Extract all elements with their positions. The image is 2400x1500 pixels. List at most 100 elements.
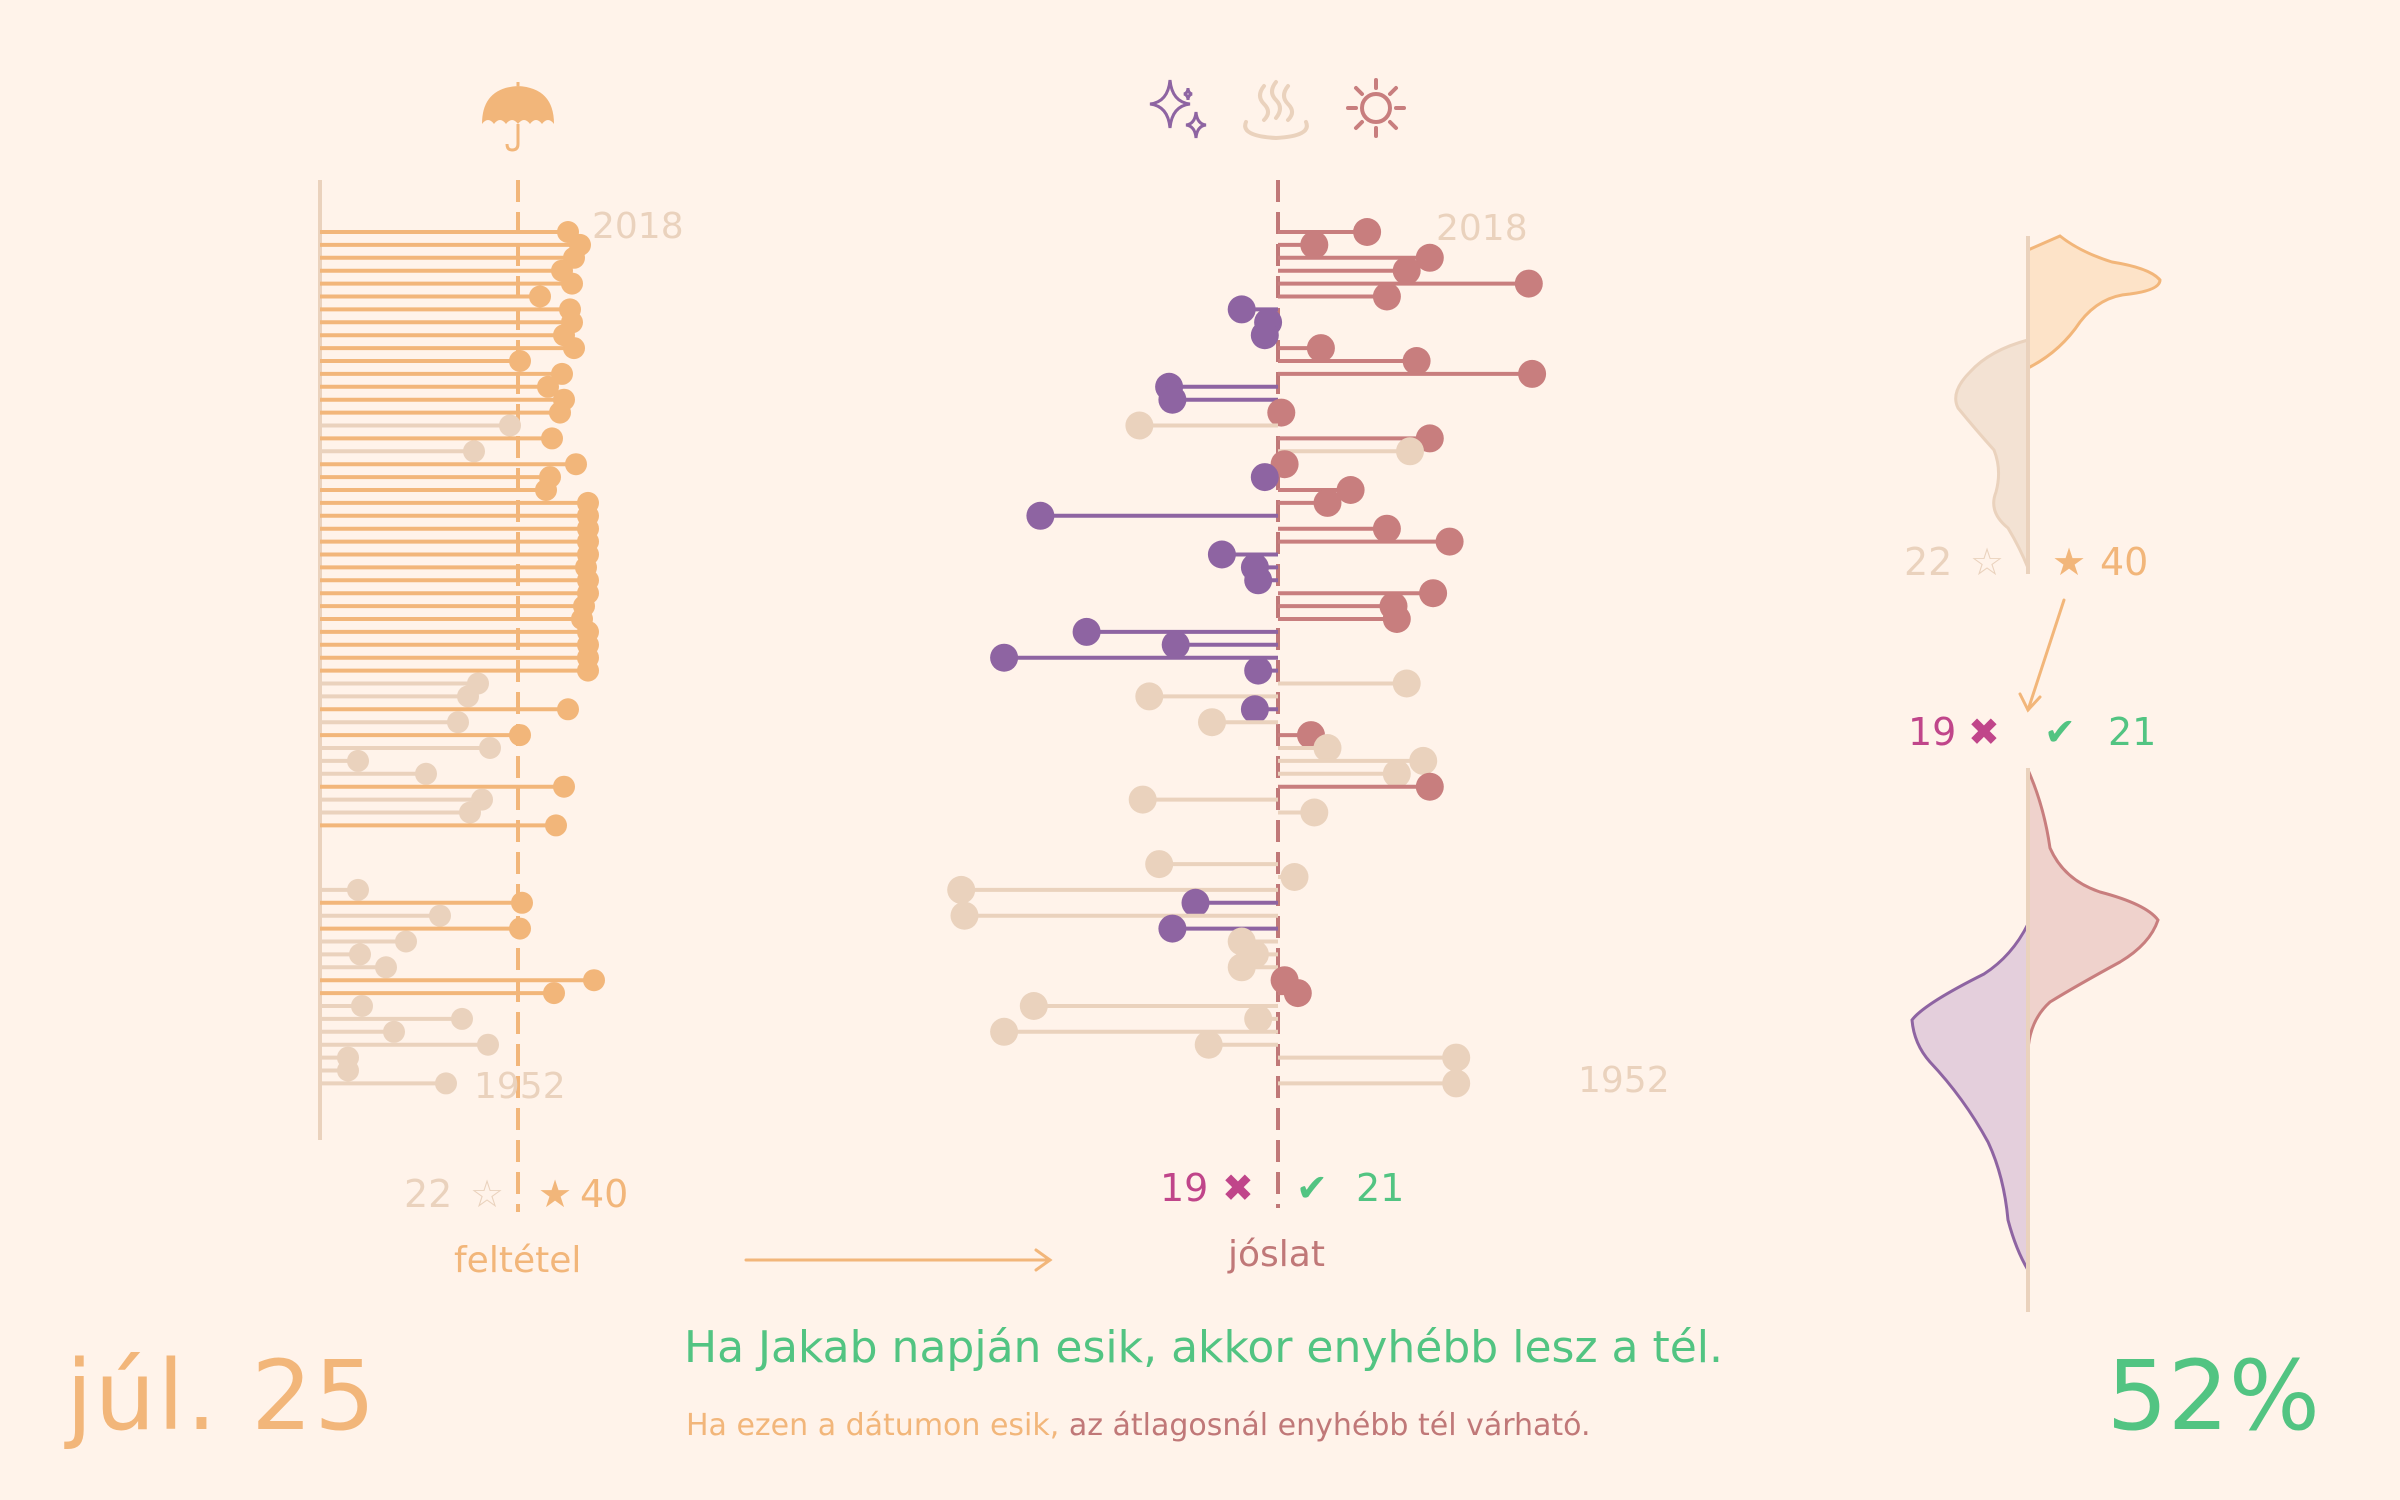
condition-dot-1961 (375, 956, 397, 979)
prediction-dot-1982 (1135, 682, 1164, 711)
prediction-dot-1991 (1244, 566, 1273, 595)
prediction-dot-1985 (990, 643, 1019, 672)
success-percentage: 52% (2106, 1340, 2320, 1452)
prediction-dot-1967 (947, 875, 976, 904)
year-top-label-prediction: 2018 (1436, 208, 1528, 249)
prediction-dot-1998 (1336, 476, 1365, 504)
prediction-dot-1997 (1313, 488, 1342, 517)
condition-dot-1952 (435, 1072, 457, 1095)
hot-spring-icon (1243, 80, 1309, 141)
umbrella-icon (482, 82, 554, 152)
condition-dot-1973 (459, 801, 481, 824)
prediction-harsh-density (1910, 923, 2030, 1276)
condition-axis-label: feltétel (454, 1240, 582, 1281)
condition-dot-1972 (545, 814, 567, 837)
dist-not-met-count: 22 (1904, 540, 1953, 584)
prediction-dot-1984 (1244, 656, 1273, 685)
prediction-mild-density (2026, 769, 2160, 1051)
condition-dot-2009 (563, 337, 585, 360)
prediction-dot-2012 (1227, 295, 1256, 324)
condition-dot-1976 (415, 762, 437, 785)
prediction-dot-1996 (1026, 501, 1055, 530)
condition-dot-1953 (337, 1059, 359, 1082)
headline: Ha Jakab napján esik, akkor enyhébb lesz… (684, 1322, 1724, 1373)
condition-dot-1979 (509, 724, 531, 747)
prediction-dot-1952 (1442, 1069, 1471, 1098)
prediction-dot-2002 (1415, 424, 1444, 453)
condition-chart (318, 180, 605, 1212)
prediction-dot-1977 (1409, 746, 1438, 775)
condition-dot-1984 (577, 659, 599, 682)
condition-met-density (2026, 234, 2162, 371)
prediction-dot-2017 (1300, 230, 1329, 259)
prediction-dot-1987 (1072, 617, 1101, 646)
prediction-dot-1978 (1313, 734, 1342, 762)
prediction-dot-1955 (1194, 1030, 1223, 1059)
prediction-dot-2014 (1514, 269, 1543, 298)
condition-dot-1960 (583, 969, 605, 992)
condition-dot-1978 (479, 737, 501, 759)
prediction-dot-1969 (1145, 850, 1174, 879)
sparkle-icon (1149, 79, 1207, 139)
distribution-arrow (2018, 598, 2066, 713)
condition-dot-2003 (499, 414, 521, 437)
prediction-dot-1974 (1128, 785, 1157, 814)
condition-dot-1963 (395, 930, 417, 953)
prediction-dot-1986 (1161, 630, 1190, 659)
prediction-dot-1994 (1435, 527, 1464, 556)
prediction-dot-1968 (1280, 863, 1309, 891)
dist-check-icon: ✔ (2044, 710, 2076, 754)
year-bottom-label-condition: 1952 (474, 1066, 566, 1107)
prediction-dot-1973 (1300, 798, 1329, 827)
distribution-charts (1910, 234, 2162, 1312)
prediction-dot-1958 (1019, 992, 1048, 1020)
condition-dot-1956 (383, 1020, 405, 1043)
condition-dot-1998 (535, 479, 557, 501)
prediction-dot-1990 (1419, 579, 1448, 608)
date-label: júl. 25 (66, 1340, 378, 1452)
condition-dot-2000 (565, 453, 587, 476)
year-top-label-condition: 2018 (592, 206, 684, 247)
prediction-dot-1957 (1244, 1004, 1273, 1033)
condition-dot-2008 (509, 350, 531, 372)
prediction-dot-2001 (1396, 437, 1424, 466)
cross-icon: ✖ (1222, 1166, 1254, 1210)
star-empty-icon: ☆ (470, 1172, 505, 1216)
year-bottom-label-prediction: 1952 (1578, 1060, 1670, 1101)
condition-dot-1981 (557, 698, 579, 721)
dist-star-empty-icon: ☆ (1970, 540, 2005, 584)
condition-dot-1967 (347, 878, 369, 901)
prediction-wrong-count: 19 (1160, 1166, 1209, 1210)
sun-icon (1346, 78, 1406, 138)
condition-dot-2001 (463, 440, 485, 463)
prediction-dot-2018 (1353, 218, 1382, 246)
condition-dot-2006 (537, 375, 559, 398)
condition-dot-1962 (349, 943, 371, 966)
prediction-dot-1956 (990, 1017, 1019, 1046)
subtitle-condition: Ha ezen a dátumon esik, (686, 1408, 1060, 1443)
condition-dot-1975 (553, 775, 575, 798)
condition-dot-1955 (477, 1033, 499, 1056)
condition-dot-2014 (561, 272, 583, 295)
condition-dot-1982 (457, 685, 479, 708)
condition-dot-1965 (429, 904, 451, 927)
prediction-dot-1993 (1207, 540, 1236, 569)
prediction-dot-1966 (1181, 888, 1210, 917)
dist-wrong-count: 19 (1908, 710, 1957, 754)
condition-met-count: 40 (580, 1172, 629, 1216)
condition-dot-1966 (511, 891, 533, 914)
prediction-dot-2000 (1270, 450, 1299, 479)
condition-dot-1958 (351, 995, 373, 1017)
prediction-dot-2013 (1372, 282, 1401, 311)
condition-not-met-density (1954, 338, 2030, 569)
prediction-dot-1954 (1442, 1043, 1471, 1072)
condition-dot-1977 (347, 749, 369, 772)
dist-cross-icon: ✖ (1968, 710, 2000, 754)
prediction-dot-1976 (1382, 759, 1411, 788)
prediction-dot-2004 (1267, 398, 1296, 427)
prediction-dot-1959 (1283, 979, 1312, 1008)
condition-dot-1957 (451, 1007, 473, 1030)
dist-right-count: 21 (2108, 710, 2157, 754)
prediction-dot-1995 (1372, 514, 1401, 543)
